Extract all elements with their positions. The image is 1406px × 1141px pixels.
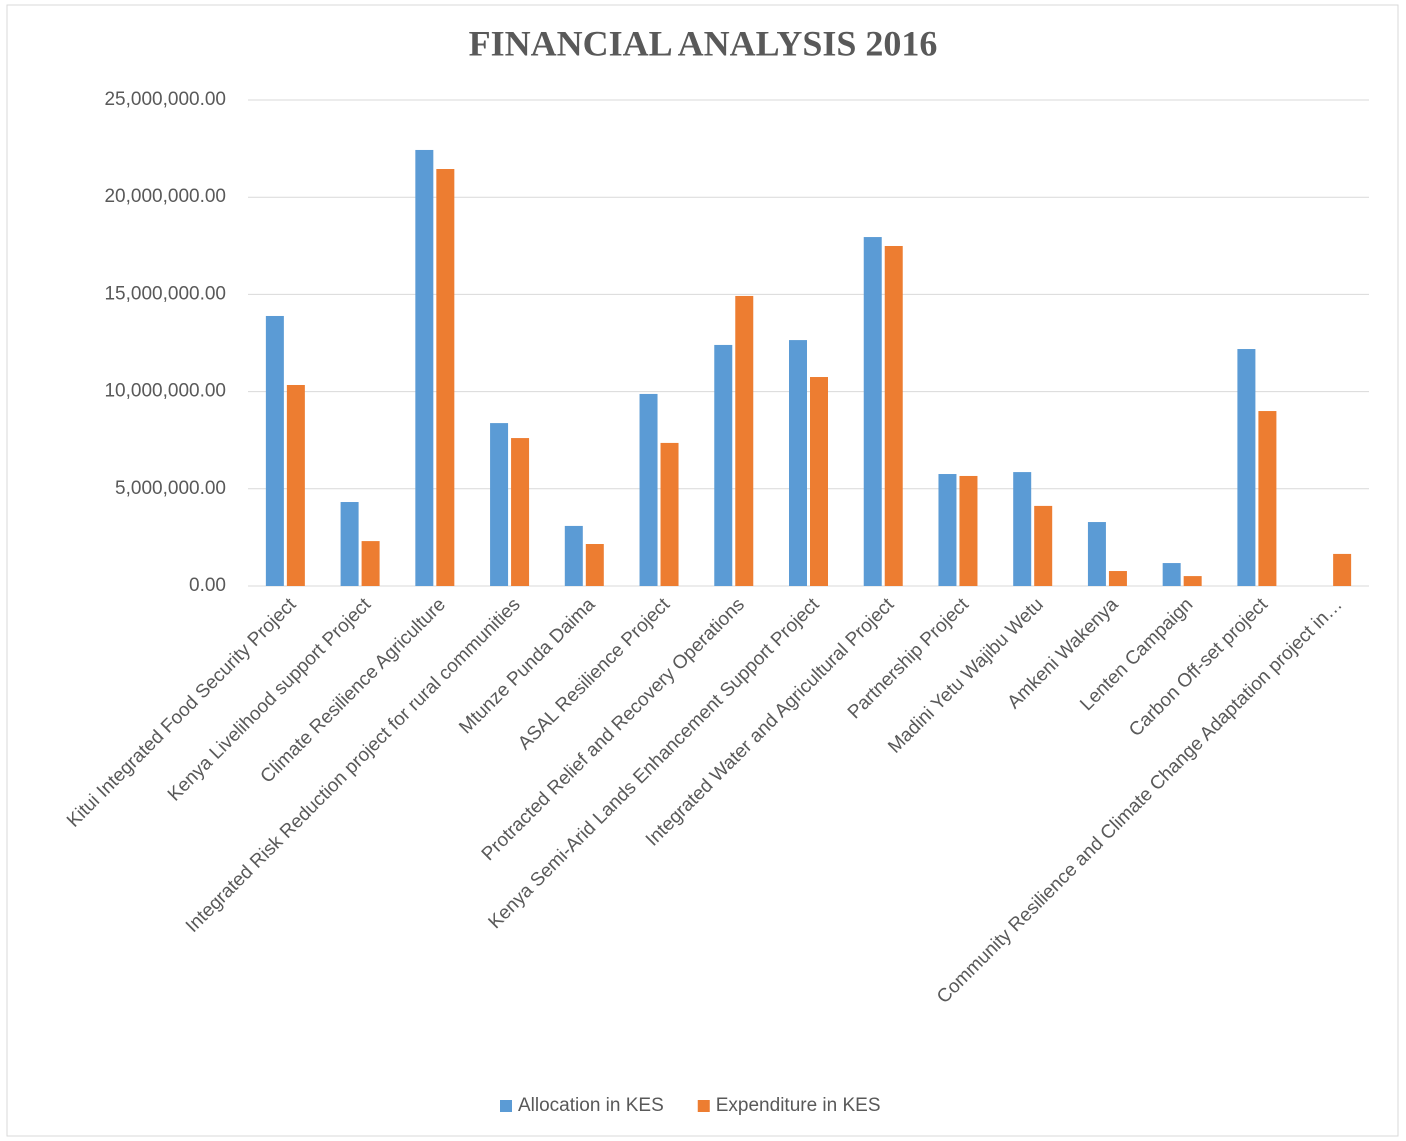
- bar: [1258, 411, 1277, 586]
- bar: [863, 237, 882, 586]
- chart-border: [6, 4, 1399, 1137]
- legend-swatch: [697, 1100, 710, 1112]
- bar: [511, 438, 530, 586]
- bar: [585, 544, 604, 586]
- legend-swatch: [500, 1100, 512, 1112]
- bar: [265, 315, 284, 586]
- bar: [1087, 522, 1106, 586]
- bar: [735, 295, 754, 586]
- bar: [1183, 576, 1202, 586]
- bar: [564, 525, 583, 586]
- y-tick-label: 10,000,000.00: [104, 381, 226, 402]
- bar: [1108, 571, 1127, 586]
- bar: [436, 169, 455, 586]
- bar: [1237, 349, 1256, 586]
- bar: [415, 149, 434, 586]
- bar: [1162, 563, 1181, 586]
- y-tick-label: 5,000,000.00: [115, 478, 226, 499]
- bar: [810, 377, 828, 586]
- bar: [1013, 472, 1032, 586]
- bar: [789, 340, 807, 586]
- bar: [884, 245, 903, 587]
- y-tick-label: 15,000,000.00: [104, 283, 226, 304]
- bar: [490, 423, 509, 586]
- bar: [1333, 553, 1352, 586]
- y-tick-label: 20,000,000.00: [104, 186, 226, 207]
- bar: [959, 475, 978, 586]
- bar: [714, 344, 733, 586]
- bar: [286, 384, 305, 586]
- legend-label: Expenditure in KES: [716, 1095, 881, 1116]
- bar: [660, 442, 679, 586]
- y-tick-label: 0.00: [189, 575, 226, 596]
- legend-label: Allocation in KES: [518, 1095, 664, 1116]
- bar: [361, 541, 380, 586]
- bar: [639, 393, 658, 586]
- bar: [1034, 505, 1053, 586]
- bar: [340, 502, 359, 586]
- y-tick-label: 25,000,000.00: [104, 89, 226, 110]
- bar: [938, 474, 957, 586]
- chart-title: FINANCIAL ANALYSIS 2016: [469, 23, 938, 63]
